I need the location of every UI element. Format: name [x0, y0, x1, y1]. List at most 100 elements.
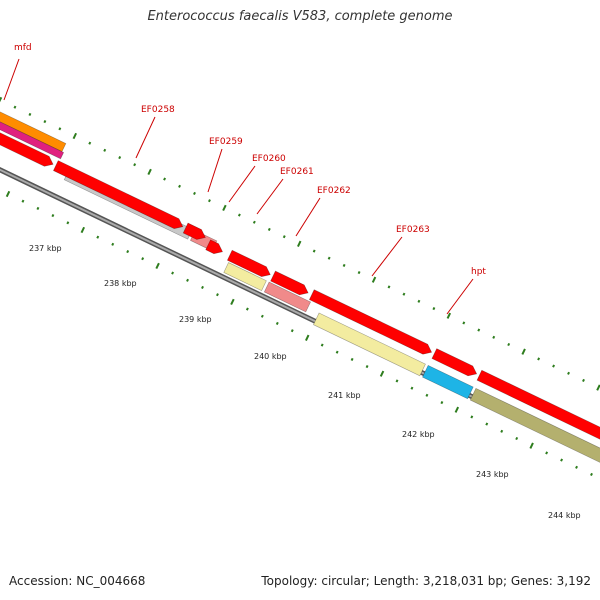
tick-outer-7	[103, 148, 107, 152]
tick-inner-20	[305, 334, 310, 341]
tick-outer-30	[446, 312, 452, 319]
tick-inner-28	[425, 393, 429, 397]
tick-outer-15	[222, 204, 227, 212]
kbp-label-237: 237 kbp	[29, 244, 62, 253]
tick-outer-0	[0, 96, 3, 103]
tick-outer-4	[58, 127, 62, 131]
kbp-label-239: 239 kbp	[179, 315, 212, 324]
tick-outer-12	[178, 184, 181, 188]
tick-outer-20	[297, 240, 302, 247]
tick-inner-30	[454, 406, 460, 413]
tick-inner-31	[470, 415, 474, 419]
tick-inner-23	[350, 357, 354, 361]
cds-arrow-8	[431, 348, 478, 377]
tick-inner-21	[320, 343, 324, 347]
tick-outer-27	[402, 292, 406, 296]
cds-arrow-4	[205, 239, 223, 255]
tick-outer-3	[43, 120, 47, 124]
tick-outer-39	[582, 378, 585, 383]
topology-text: Topology: circular; Length: 3,218,031 bp…	[261, 574, 591, 588]
leader-line-1	[3, 58, 20, 101]
tick-inner-5	[80, 226, 86, 234]
tick-inner-11	[171, 271, 175, 275]
tick-outer-32	[477, 328, 481, 332]
cds-arrow-9	[476, 369, 600, 440]
tick-inner-32	[485, 422, 489, 426]
tick-outer-25	[371, 276, 377, 283]
tick-inner-6	[96, 235, 100, 239]
tick-outer-36	[537, 357, 541, 361]
kbp-labels: 237 kbp 238 kbp 239 kbp 240 kbp 241 kbp …	[29, 244, 581, 520]
kbp-label-238: 238 kbp	[104, 279, 137, 288]
gene-label-EF0260: EF0260	[252, 154, 286, 164]
tick-inner-2	[36, 206, 40, 210]
cds-arrow-2	[53, 160, 184, 229]
gene-block-EF0263	[313, 312, 426, 377]
cds-arrow-7	[308, 289, 433, 355]
tick-inner-17	[260, 314, 264, 318]
tick-outer-5	[72, 132, 78, 140]
gene-labels: mfd EF0258 EF0259 EF0260 EF0261 EF0262 E…	[14, 43, 486, 277]
tick-outer-16	[237, 213, 241, 217]
leader-line-6	[295, 197, 321, 237]
tick-marks-inner	[5, 190, 593, 477]
tick-outer-6	[88, 141, 92, 145]
tick-outer-34	[507, 342, 511, 347]
tick-outer-13	[193, 191, 196, 196]
tick-outer-35	[521, 348, 526, 355]
tick-inner-1	[21, 199, 25, 203]
tick-outer-23	[342, 263, 346, 267]
tick-inner-38	[575, 465, 578, 469]
gene-label-EF0258: EF0258	[141, 105, 175, 115]
tick-inner-27	[410, 386, 414, 390]
tick-inner-22	[335, 350, 339, 354]
kbp-label-243: 243 kbp	[476, 470, 509, 479]
tick-inner-36	[545, 451, 549, 455]
gene-label-EF0263: EF0263	[396, 225, 430, 235]
tick-outer-40	[596, 384, 600, 391]
tick-outer-21	[312, 249, 316, 253]
tick-outer-18	[267, 227, 271, 232]
tick-inner-4	[66, 221, 70, 225]
kbp-label-244: 244 kbp	[548, 511, 581, 520]
leader-line-7	[371, 236, 403, 277]
tick-inner-33	[500, 429, 504, 433]
gene-label-hpt: hpt	[471, 267, 486, 277]
tick-outer-1	[13, 105, 17, 109]
gene-label-mfd: mfd	[14, 43, 32, 53]
gene-label-EF0262: EF0262	[317, 186, 351, 196]
gene-block-hpt	[422, 364, 474, 400]
tick-outer-19	[282, 235, 286, 239]
tick-inner-12	[186, 278, 189, 282]
tick-inner-10	[155, 262, 160, 270]
tick-outer-38	[567, 371, 570, 375]
map-title: Enterococcus faecalis V583, complete gen…	[147, 9, 453, 24]
cds-arrow-5	[226, 249, 271, 277]
tick-outer-29	[432, 306, 436, 311]
tick-inner-15	[230, 298, 235, 306]
tick-inner-24	[365, 365, 369, 369]
gene-features	[0, 111, 600, 463]
tick-inner-29	[440, 400, 444, 405]
tick-inner-14	[216, 293, 219, 297]
tick-inner-18	[275, 321, 279, 326]
tick-outer-14	[208, 199, 211, 203]
tick-inner-19	[290, 329, 294, 333]
tick-outer-33	[492, 335, 496, 339]
gene-label-EF0261: EF0261	[280, 167, 314, 177]
leader-line-5	[256, 178, 284, 215]
gene-block-mfd	[0, 111, 67, 152]
tick-inner-13	[201, 285, 204, 290]
tick-outer-11	[163, 177, 167, 181]
kbp-label-240: 240 kbp	[254, 352, 287, 361]
tick-inner-8	[126, 249, 130, 254]
gene-block-mfd-strand	[0, 121, 65, 160]
leader-line-3	[207, 148, 223, 193]
accession-text: Accession: NC_004668	[9, 574, 146, 588]
tick-marks-outer	[0, 96, 600, 391]
kbp-label-241: 241 kbp	[328, 391, 361, 400]
gene-block-EF0261	[263, 281, 311, 313]
kbp-label-242: 242 kbp	[402, 430, 435, 439]
gene-block-EF0260	[223, 262, 267, 292]
